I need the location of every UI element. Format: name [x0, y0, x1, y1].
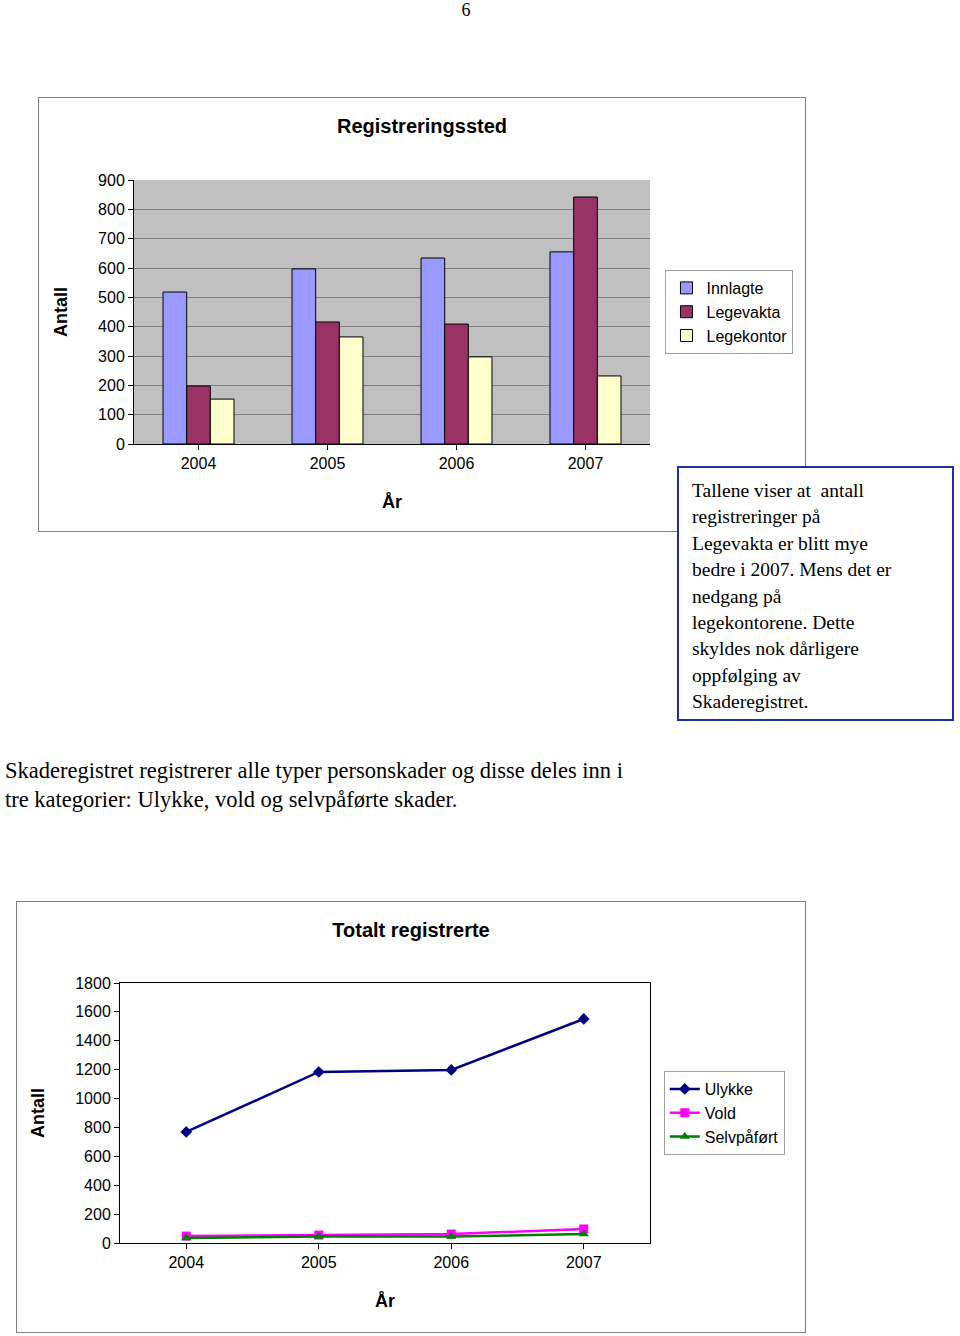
svg-text:800: 800 [84, 1119, 111, 1136]
svg-text:1600: 1600 [75, 1003, 111, 1020]
svg-text:500: 500 [98, 289, 125, 306]
svg-text:300: 300 [98, 348, 125, 365]
svg-text:2007: 2007 [568, 455, 604, 472]
svg-text:2004: 2004 [181, 455, 217, 472]
svg-text:0: 0 [102, 1235, 111, 1252]
svg-text:Vold: Vold [705, 1105, 736, 1122]
svg-text:2006: 2006 [433, 1254, 469, 1271]
html-text:bedre i 2007. Mens det er: bedre i 2007. Mens det er [692, 559, 892, 581]
svg-text:900: 900 [98, 172, 125, 189]
html-text:skyldes nok dårligere: skyldes nok dårligere [692, 638, 859, 660]
svg-text:2004: 2004 [168, 1254, 204, 1271]
svg-text:2005: 2005 [301, 1254, 337, 1271]
svg-text:Innlagte: Innlagte [706, 280, 763, 297]
svg-text:100: 100 [98, 406, 125, 423]
svg-text:2007: 2007 [566, 1254, 602, 1271]
html-text:6: 6 [461, 0, 471, 20]
html-text:registreringer på: registreringer på [692, 506, 821, 528]
svg-text:Legekontor: Legekontor [706, 328, 787, 345]
svg-text:Antall: Antall [28, 1088, 48, 1138]
html-text:Skaderegistret registrerer all: Skaderegistret registrerer alle typer pe… [5, 758, 623, 783]
svg-text:1200: 1200 [75, 1061, 111, 1078]
svg-text:Ulykke: Ulykke [705, 1081, 753, 1098]
svg-text:Legevakta: Legevakta [706, 304, 780, 321]
svg-text:200: 200 [84, 1206, 111, 1223]
html-text:legekontorene. Dette: legekontorene. Dette [692, 612, 855, 633]
svg-text:1400: 1400 [75, 1032, 111, 1049]
svg-text:1000: 1000 [75, 1090, 111, 1107]
svg-text:600: 600 [84, 1148, 111, 1165]
svg-text:700: 700 [98, 230, 125, 247]
svg-text:800: 800 [98, 201, 125, 218]
html-text:tre kategorier: Ulykke, vold o: tre kategorier: Ulykke, vold og selvpåfø… [5, 787, 458, 812]
svg-text:400: 400 [98, 318, 125, 335]
svg-text:0: 0 [116, 436, 125, 453]
html-text:nedgang på: nedgang på [692, 585, 782, 607]
svg-text:2005: 2005 [310, 455, 346, 472]
html-text:Legevakta er blitt mye: Legevakta er blitt mye [692, 532, 868, 554]
svg-text:Selvpåført: Selvpåført [705, 1129, 778, 1146]
svg-text:600: 600 [98, 260, 125, 277]
html-text:Skaderegistret.: Skaderegistret. [692, 691, 809, 713]
svg-text:Antall: Antall [51, 287, 71, 337]
svg-text:Registreringssted: Registreringssted [337, 115, 507, 137]
html-text:Tallene viser at antall: Tallene viser at antall [692, 480, 864, 501]
svg-text:400: 400 [84, 1177, 111, 1194]
html-text:oppfølging av: oppfølging av [692, 664, 801, 686]
svg-text:1800: 1800 [75, 975, 111, 992]
svg-text:2006: 2006 [439, 455, 475, 472]
svg-text:År: År [375, 1291, 395, 1311]
svg-text:År: År [382, 492, 402, 512]
svg-text:Totalt registrerte: Totalt registrerte [332, 919, 489, 941]
svg-text:200: 200 [98, 377, 125, 394]
